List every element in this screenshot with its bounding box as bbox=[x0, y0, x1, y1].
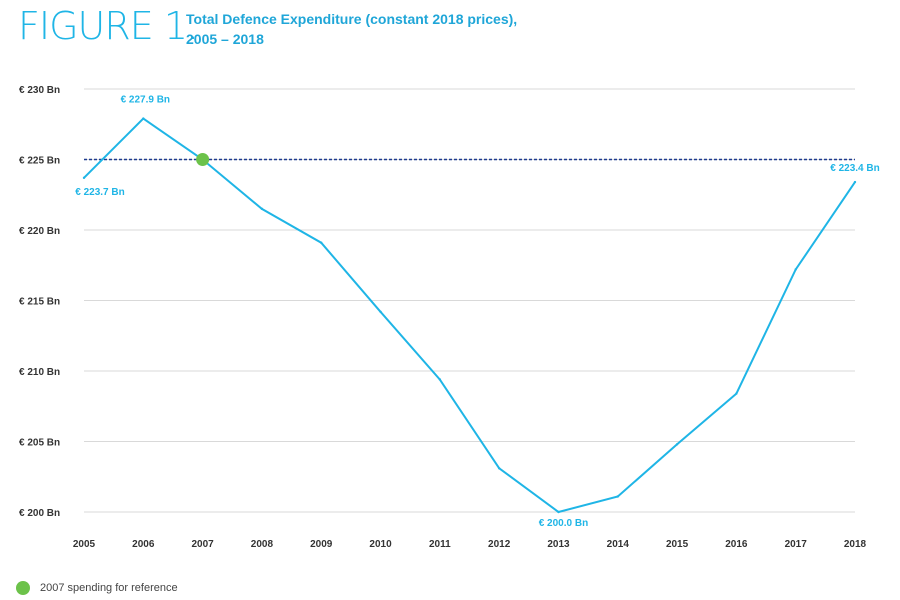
legend-label: 2007 spending for reference bbox=[40, 582, 178, 594]
legend-swatch bbox=[16, 581, 30, 595]
data-point bbox=[497, 467, 501, 470]
x-tick-label: 2013 bbox=[547, 539, 570, 550]
x-tick-label: 2006 bbox=[132, 539, 155, 550]
x-tick-label: 2008 bbox=[251, 539, 274, 550]
y-tick-label: € 220 Bn bbox=[19, 226, 60, 237]
data-point bbox=[853, 180, 857, 184]
chart-title-line-2: 2005 – 2018 bbox=[186, 31, 264, 47]
x-tick-label: 2016 bbox=[725, 539, 748, 550]
data-point bbox=[557, 510, 560, 514]
x-tick-label: 2017 bbox=[785, 539, 808, 550]
y-tick-label: € 210 Bn bbox=[19, 367, 60, 378]
data-label: € 227.9 Bn bbox=[121, 95, 170, 106]
figure-label: FIGURE 1. bbox=[18, 4, 199, 48]
data-point bbox=[616, 495, 619, 498]
chart-title-line-1: Total Defence Expenditure (constant 2018… bbox=[186, 11, 518, 27]
x-tick-label: 2009 bbox=[310, 539, 333, 550]
x-tick-label: 2015 bbox=[666, 539, 689, 550]
reference-point bbox=[196, 153, 210, 166]
x-tick-label: 2010 bbox=[369, 539, 392, 550]
x-tick-label: 2011 bbox=[429, 539, 451, 550]
y-tick-label: € 200 Bn bbox=[19, 508, 60, 519]
x-tick-label: 2005 bbox=[73, 539, 96, 550]
data-point bbox=[794, 268, 797, 271]
x-tick-label: 2018 bbox=[844, 539, 867, 550]
data-label: € 223.4 Bn bbox=[830, 163, 879, 174]
series-line bbox=[83, 117, 856, 514]
x-tick-label: 2012 bbox=[488, 539, 511, 550]
y-tick-label: € 205 Bn bbox=[19, 438, 60, 449]
legend: 2007 spending for reference bbox=[16, 581, 178, 595]
y-tick-label: € 215 Bn bbox=[19, 297, 60, 308]
data-point bbox=[142, 117, 145, 120]
y-tick-label: € 225 Bn bbox=[19, 156, 60, 167]
data-label: € 223.7 Bn bbox=[75, 187, 124, 198]
x-tick-label: 2014 bbox=[607, 539, 630, 550]
data-point bbox=[82, 176, 86, 180]
chart-title: Total Defence Expenditure (constant 2018… bbox=[186, 9, 606, 49]
x-tick-label: 2007 bbox=[191, 539, 214, 550]
data-point bbox=[379, 310, 382, 313]
data-point bbox=[320, 241, 323, 244]
data-label: € 200.0 Bn bbox=[539, 518, 588, 529]
data-point bbox=[260, 207, 264, 211]
data-point bbox=[675, 443, 679, 446]
y-tick-label: € 230 Bn bbox=[19, 85, 60, 96]
data-point bbox=[735, 392, 738, 395]
data-point bbox=[438, 378, 442, 381]
